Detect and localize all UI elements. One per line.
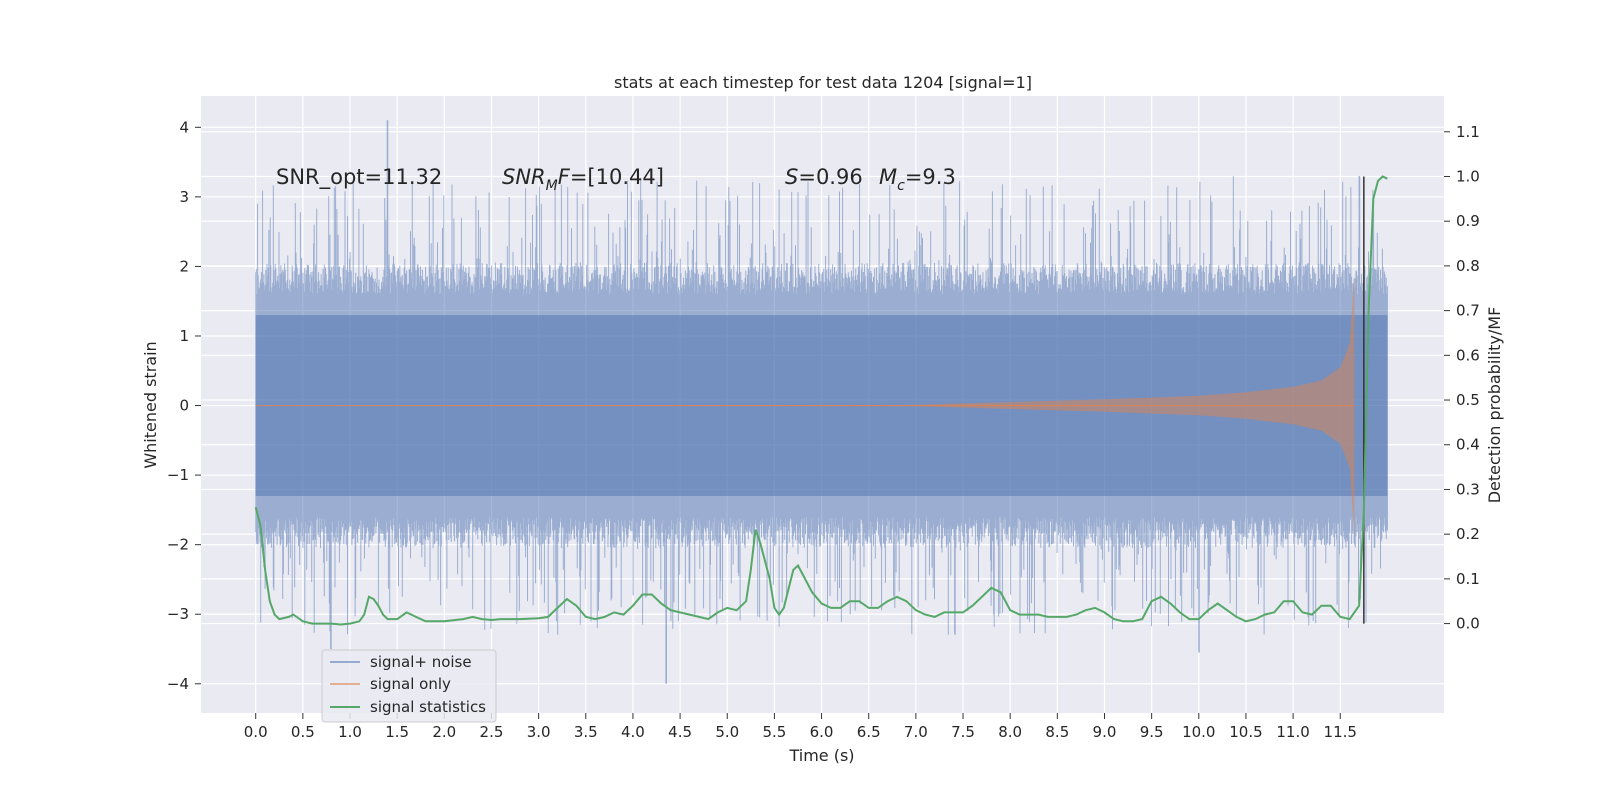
x-tick-label: 7.0 — [904, 723, 928, 741]
annotation-mc-symbol: M — [879, 165, 897, 189]
legend: signal+ noise signal only signal statist… — [321, 649, 497, 723]
annotation-s-symbol: S — [785, 165, 798, 189]
y2-tick-label: 0.4 — [1456, 436, 1480, 454]
x-tick-label: 3.5 — [574, 723, 598, 741]
y2-tick-label: 1.0 — [1456, 167, 1480, 185]
annotation-snr-mf-value: =[10.44] — [570, 165, 664, 189]
y-tick-label: 4 — [179, 118, 189, 136]
annotation-mc-subscript: c — [897, 178, 905, 194]
y2-tick-label: 0.9 — [1456, 212, 1480, 230]
x-axis-label: Time (s) — [788, 746, 854, 765]
y-tick-label: −4 — [167, 675, 189, 693]
x-tick-label: 2.5 — [480, 723, 504, 741]
y-tick-label: −3 — [167, 605, 189, 623]
x-tick-label: 1.5 — [385, 723, 409, 741]
signal-only-series — [255, 273, 1355, 538]
annotation-mc-value: =9.3 — [905, 165, 956, 189]
x-tick-label: 1.0 — [338, 723, 362, 741]
signal-statistics-line — [254, 175, 1388, 626]
y2-tick-label: 1.1 — [1456, 123, 1480, 141]
y-tick-label: 1 — [179, 327, 189, 345]
x-tick-label: 11.5 — [1324, 723, 1357, 741]
x-tick-label: 0.0 — [244, 723, 268, 741]
x-tick-label: 8.5 — [1045, 723, 1069, 741]
x-tick-label: 10.5 — [1229, 723, 1262, 741]
x-tick-label: 11.0 — [1276, 723, 1309, 741]
annotation-snr-mf-symbol: SNR — [502, 165, 546, 189]
x-tick-label: 4.5 — [668, 723, 692, 741]
x-tick-label: 9.5 — [1140, 723, 1164, 741]
y-axis-ticks: 4 3 2 1 0 −1 −2 −3 −4 — [167, 118, 201, 693]
chart-title: stats at each timestep for test data 120… — [614, 73, 1032, 92]
y2-tick-label: 0.2 — [1456, 525, 1480, 543]
x-tick-label: 9.0 — [1093, 723, 1117, 741]
x-tick-label: 3.0 — [527, 723, 551, 741]
y2-tick-label: 0.8 — [1456, 257, 1480, 275]
x-tick-label: 6.5 — [857, 723, 881, 741]
y2-tick-label: 0.6 — [1456, 346, 1480, 364]
legend-label-signal-only: signal only — [370, 675, 451, 693]
y-tick-label: 2 — [179, 257, 189, 275]
x-tick-label: 5.0 — [715, 723, 739, 741]
annotation-snr-mf-subscript: M — [546, 178, 558, 194]
y-tick-label: 0 — [179, 397, 189, 415]
signal-statistics-series — [254, 175, 1388, 626]
y-tick-label: −2 — [167, 536, 189, 554]
y2-tick-label: 0.7 — [1456, 302, 1480, 320]
y-tick-label: 3 — [179, 188, 189, 206]
legend-label-signal-statistics: signal statistics — [370, 698, 486, 716]
x-tick-label: 5.5 — [762, 723, 786, 741]
y2-tick-label: 0.1 — [1456, 570, 1480, 588]
y2-tick-label: 0.5 — [1456, 391, 1480, 409]
y2-tick-label: 0.3 — [1456, 480, 1480, 498]
annotation-snr-opt: SNR_opt=11.32 — [276, 165, 442, 190]
x-tick-label: 6.0 — [810, 723, 834, 741]
y2-tick-label: 0.0 — [1456, 615, 1480, 633]
annotation-mc: Mc=9.3 — [879, 165, 956, 194]
x-tick-label: 0.5 — [291, 723, 315, 741]
x-tick-label: 10.0 — [1182, 723, 1215, 741]
legend-label-signal-noise: signal+ noise — [370, 653, 472, 671]
annotation-snr-mf: SNRMF=[10.44] — [502, 165, 664, 194]
annotation-s-value: =0.96 — [798, 165, 862, 189]
x-tick-label: 8.0 — [998, 723, 1022, 741]
x-tick-label: 4.0 — [621, 723, 645, 741]
legend-box — [321, 649, 497, 723]
y2-axis-ticks: 1.1 1.0 0.9 0.8 0.7 0.6 0.5 0.4 0.3 0.2 0.1 0.0 — [1444, 123, 1480, 633]
annotation-s: S=0.96 — [785, 165, 863, 189]
annotation-snr-mf-tail: F — [558, 165, 571, 189]
x-tick-label: 7.5 — [951, 723, 975, 741]
x-tick-label: 2.0 — [432, 723, 456, 741]
x-axis-ticks: 0.0 0.5 1.0 1.5 2.0 2.5 3.0 3.5 4.0 4.5 5.0 5.5 6.0 6… — [244, 713, 1357, 741]
y-tick-label: −1 — [167, 466, 189, 484]
y-axis-label: Whitened strain — [141, 341, 160, 468]
y2-axis-label: Detection probability/MF — [1485, 307, 1504, 504]
